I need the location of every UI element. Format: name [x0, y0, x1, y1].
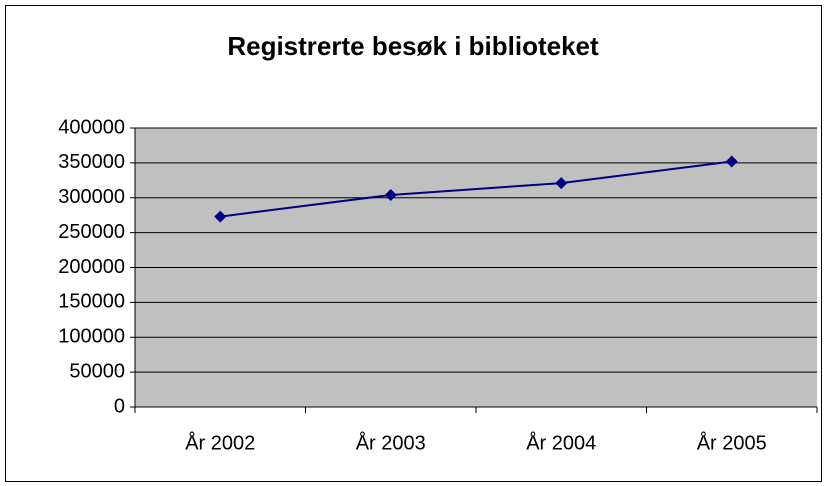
- data-point: [214, 210, 227, 223]
- y-tick-label: 400000: [58, 116, 125, 138]
- x-tick-label: År 2002: [185, 431, 255, 454]
- x-tick-label: År 2005: [697, 431, 767, 454]
- y-tick-label: 150000: [58, 291, 125, 313]
- data-point: [725, 155, 738, 168]
- data-point: [555, 177, 568, 190]
- y-tick-label: 350000: [58, 151, 125, 173]
- y-tick-label: 50000: [69, 360, 125, 382]
- y-tick-label: 100000: [58, 326, 125, 348]
- chart-title: Registrerte besøk i biblioteket: [227, 31, 599, 61]
- x-tick-label: År 2003: [356, 431, 426, 454]
- y-tick-label: 300000: [58, 186, 125, 208]
- y-tick-label: 0: [114, 395, 125, 417]
- y-tick-label: 250000: [58, 221, 125, 243]
- x-tick-label: År 2004: [526, 431, 596, 454]
- y-tick-label: 200000: [58, 256, 125, 278]
- data-point: [384, 188, 397, 201]
- line-series: [220, 160, 732, 218]
